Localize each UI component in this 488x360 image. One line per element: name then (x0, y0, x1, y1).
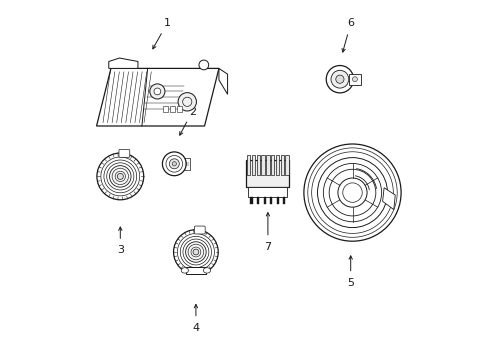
Ellipse shape (181, 268, 188, 273)
Circle shape (352, 77, 357, 82)
Bar (251, 155, 255, 175)
Polygon shape (96, 68, 219, 126)
Bar (250, 197, 252, 204)
Circle shape (199, 60, 208, 70)
Circle shape (325, 66, 353, 93)
Bar (275, 155, 279, 175)
Text: 7: 7 (264, 242, 271, 252)
Circle shape (178, 93, 196, 111)
Circle shape (330, 70, 348, 88)
Text: 4: 4 (192, 323, 199, 333)
Circle shape (172, 162, 176, 166)
Bar (283, 197, 285, 204)
Text: 6: 6 (346, 18, 353, 28)
Bar (280, 155, 284, 175)
Bar (170, 106, 175, 112)
Polygon shape (108, 58, 138, 68)
Bar (270, 155, 274, 175)
Bar (177, 106, 182, 112)
Circle shape (335, 75, 343, 83)
Bar (185, 266, 205, 274)
Circle shape (117, 174, 123, 179)
Circle shape (169, 159, 179, 169)
Text: 3: 3 (117, 245, 123, 255)
FancyBboxPatch shape (194, 226, 205, 234)
Circle shape (149, 84, 164, 99)
Text: 2: 2 (188, 107, 196, 117)
Bar (246, 160, 289, 187)
Bar (246, 155, 250, 175)
Bar (256, 155, 260, 175)
Circle shape (162, 152, 186, 176)
Circle shape (109, 166, 131, 187)
Bar (163, 106, 168, 112)
Bar (269, 197, 272, 204)
Polygon shape (349, 74, 360, 85)
Bar (261, 155, 264, 175)
Circle shape (185, 242, 206, 262)
Text: 5: 5 (346, 278, 353, 288)
Bar (248, 187, 287, 197)
Polygon shape (219, 68, 227, 94)
Ellipse shape (203, 268, 210, 273)
Bar (263, 197, 265, 204)
Text: 1: 1 (163, 18, 170, 28)
Bar (276, 197, 278, 204)
Circle shape (311, 152, 392, 233)
FancyBboxPatch shape (119, 149, 129, 157)
Bar (265, 155, 269, 175)
Polygon shape (382, 188, 394, 210)
Circle shape (337, 178, 366, 207)
Circle shape (154, 88, 161, 95)
Circle shape (193, 249, 199, 255)
Polygon shape (183, 158, 190, 170)
Bar (257, 197, 259, 204)
Bar (285, 155, 288, 175)
